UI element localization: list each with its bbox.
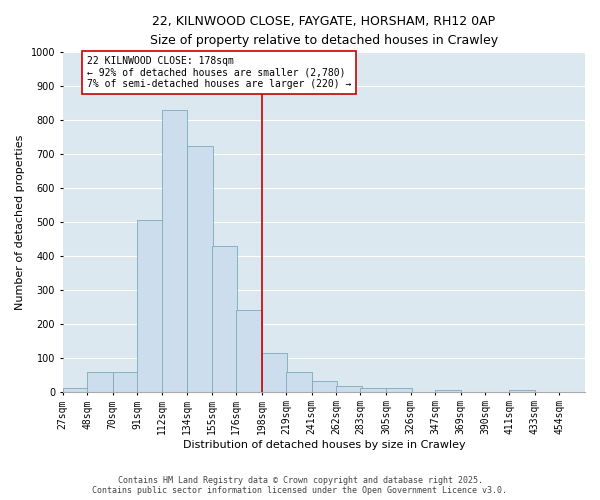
Bar	[336, 386, 362, 392]
Bar	[62, 388, 88, 392]
Bar	[286, 372, 311, 392]
Bar	[113, 372, 139, 392]
Bar	[311, 382, 337, 392]
Bar	[87, 372, 113, 392]
Bar	[262, 352, 287, 392]
X-axis label: Distribution of detached houses by size in Crawley: Distribution of detached houses by size …	[182, 440, 465, 450]
Bar	[236, 310, 262, 392]
Y-axis label: Number of detached properties: Number of detached properties	[15, 134, 25, 310]
Bar	[187, 146, 213, 392]
Bar	[435, 390, 461, 392]
Text: 22 KILNWOOD CLOSE: 178sqm
← 92% of detached houses are smaller (2,780)
7% of sem: 22 KILNWOOD CLOSE: 178sqm ← 92% of detac…	[87, 56, 352, 89]
Text: Contains HM Land Registry data © Crown copyright and database right 2025.
Contai: Contains HM Land Registry data © Crown c…	[92, 476, 508, 495]
Bar	[137, 220, 163, 392]
Bar	[361, 388, 386, 392]
Title: 22, KILNWOOD CLOSE, FAYGATE, HORSHAM, RH12 0AP
Size of property relative to deta: 22, KILNWOOD CLOSE, FAYGATE, HORSHAM, RH…	[150, 15, 498, 47]
Bar	[386, 388, 412, 392]
Bar	[212, 246, 237, 392]
Bar	[161, 110, 187, 392]
Bar	[509, 390, 535, 392]
